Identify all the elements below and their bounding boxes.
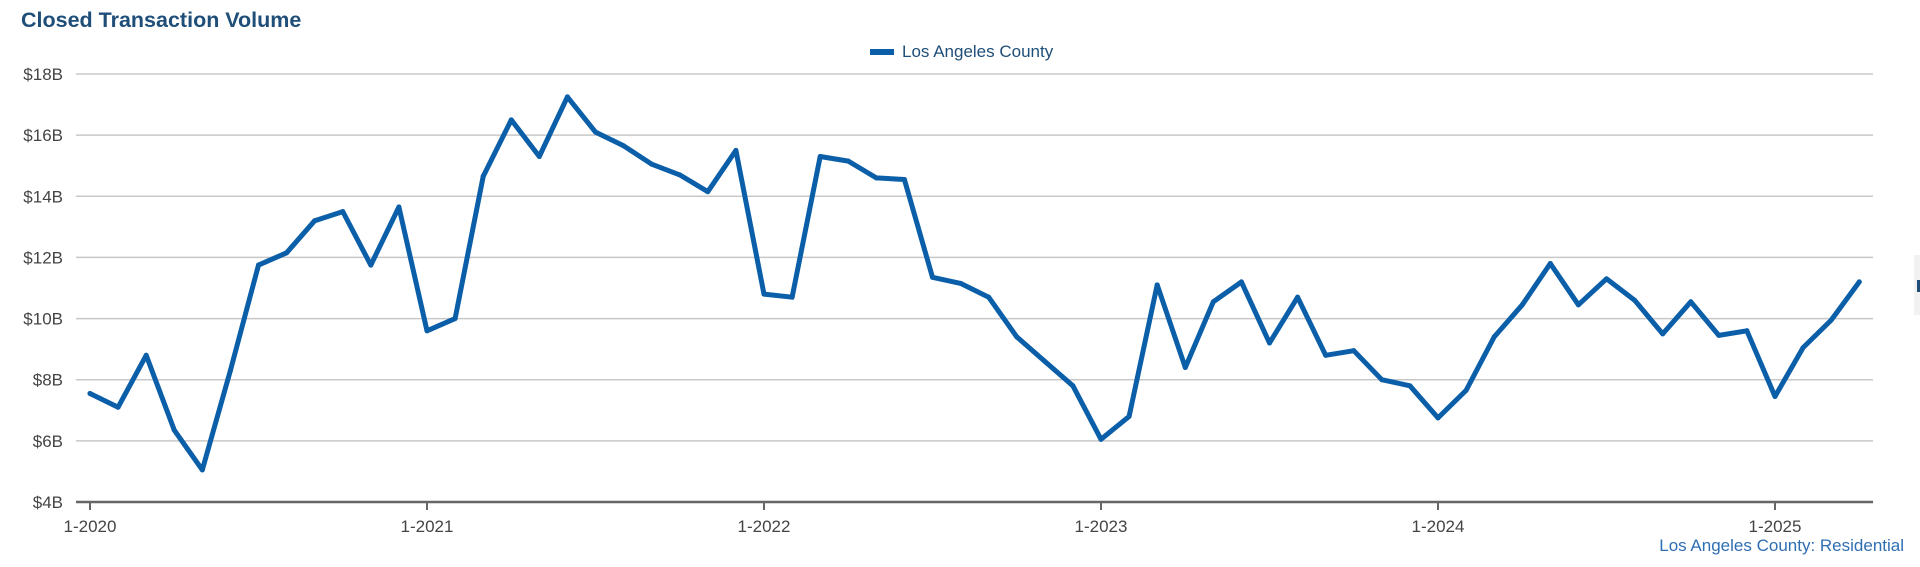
x-tick-label: 1-2020 bbox=[64, 517, 117, 536]
data-point bbox=[1772, 394, 1778, 400]
data-point bbox=[171, 427, 177, 433]
data-point bbox=[986, 294, 992, 300]
data-point bbox=[677, 172, 683, 178]
gridlines bbox=[76, 73, 1873, 504]
legend-swatch bbox=[870, 49, 894, 55]
data-point bbox=[1267, 340, 1272, 346]
data-point bbox=[1154, 282, 1160, 288]
data-point bbox=[649, 161, 655, 167]
data-point bbox=[1856, 279, 1862, 285]
y-axis: $4B $6B $8B $10B $12B $14B $16B $18B bbox=[23, 65, 63, 512]
data-point bbox=[1519, 302, 1525, 308]
data-point bbox=[1828, 317, 1834, 323]
data-point bbox=[256, 262, 261, 268]
data-point bbox=[958, 280, 964, 286]
data-point bbox=[1379, 377, 1385, 383]
data-point bbox=[789, 294, 795, 300]
data-point bbox=[115, 404, 121, 410]
y-tick-label: $8B bbox=[33, 371, 63, 390]
data-point bbox=[1323, 352, 1329, 358]
x-tick-label: 1-2023 bbox=[1075, 517, 1128, 536]
data-point bbox=[1575, 302, 1581, 308]
data-point bbox=[1435, 415, 1441, 421]
data-point bbox=[1604, 276, 1609, 282]
data-point bbox=[845, 158, 851, 164]
data-point bbox=[1632, 297, 1638, 303]
x-tick-label: 1-2021 bbox=[401, 517, 454, 536]
data-point bbox=[1070, 383, 1076, 389]
y-tick-label: $10B bbox=[23, 310, 63, 329]
data-point bbox=[536, 154, 542, 160]
data-point bbox=[1351, 348, 1357, 354]
x-axis: 1-2020 1-2021 1-2022 1-2023 1-2024 1-2025 bbox=[64, 502, 1802, 536]
x-tick-label: 1-2024 bbox=[1412, 517, 1465, 536]
data-point bbox=[1660, 331, 1666, 337]
data-point bbox=[368, 262, 374, 268]
data-point bbox=[1491, 334, 1497, 340]
data-point bbox=[1407, 383, 1413, 389]
data-point bbox=[1800, 345, 1806, 351]
data-point bbox=[1126, 413, 1132, 419]
x-tick-label: 1-2025 bbox=[1749, 517, 1802, 536]
y-tick-label: $4B bbox=[33, 493, 63, 512]
data-point bbox=[1688, 299, 1694, 305]
data-point bbox=[424, 328, 430, 334]
footer-note: Los Angeles County: Residential bbox=[1659, 536, 1904, 555]
data-point bbox=[733, 147, 739, 153]
data-point bbox=[1238, 279, 1244, 285]
data-point bbox=[143, 352, 149, 358]
data-point bbox=[480, 173, 486, 179]
data-point bbox=[1295, 294, 1301, 300]
data-point bbox=[621, 143, 627, 149]
data-point bbox=[284, 250, 290, 256]
scroll-handle[interactable] bbox=[1914, 255, 1920, 315]
legend-label: Los Angeles County bbox=[902, 42, 1054, 61]
data-point bbox=[1210, 299, 1216, 305]
data-point bbox=[930, 274, 935, 280]
data-point bbox=[1463, 387, 1469, 393]
data-point bbox=[1547, 261, 1553, 267]
data-point bbox=[564, 94, 570, 100]
data-point bbox=[1042, 358, 1048, 364]
series-line bbox=[87, 94, 1862, 473]
data-point bbox=[87, 390, 93, 396]
data-point bbox=[508, 117, 514, 123]
data-point bbox=[340, 209, 346, 215]
data-point bbox=[705, 189, 711, 195]
x-tick-label: 1-2022 bbox=[738, 517, 791, 536]
data-point bbox=[312, 218, 318, 224]
data-point bbox=[1098, 436, 1104, 442]
data-point bbox=[873, 175, 879, 181]
data-point bbox=[593, 129, 598, 135]
y-tick-label: $16B bbox=[23, 126, 63, 145]
y-tick-label: $12B bbox=[23, 248, 63, 267]
data-point bbox=[227, 368, 233, 374]
data-point bbox=[817, 154, 823, 160]
series-group bbox=[87, 94, 1862, 473]
data-point bbox=[761, 291, 767, 297]
y-tick-label: $18B bbox=[23, 65, 63, 84]
data-point bbox=[1014, 334, 1020, 340]
data-point bbox=[1716, 332, 1722, 338]
legend[interactable]: Los Angeles County bbox=[870, 42, 1053, 62]
data-point bbox=[396, 204, 402, 210]
chart-title: Closed Transaction Volume bbox=[21, 8, 302, 32]
data-point bbox=[1744, 328, 1750, 334]
data-point bbox=[1182, 364, 1188, 370]
y-tick-label: $14B bbox=[23, 187, 63, 206]
data-point bbox=[452, 316, 458, 322]
y-tick-label: $6B bbox=[33, 432, 63, 451]
data-point bbox=[901, 176, 907, 182]
data-point bbox=[199, 467, 205, 473]
